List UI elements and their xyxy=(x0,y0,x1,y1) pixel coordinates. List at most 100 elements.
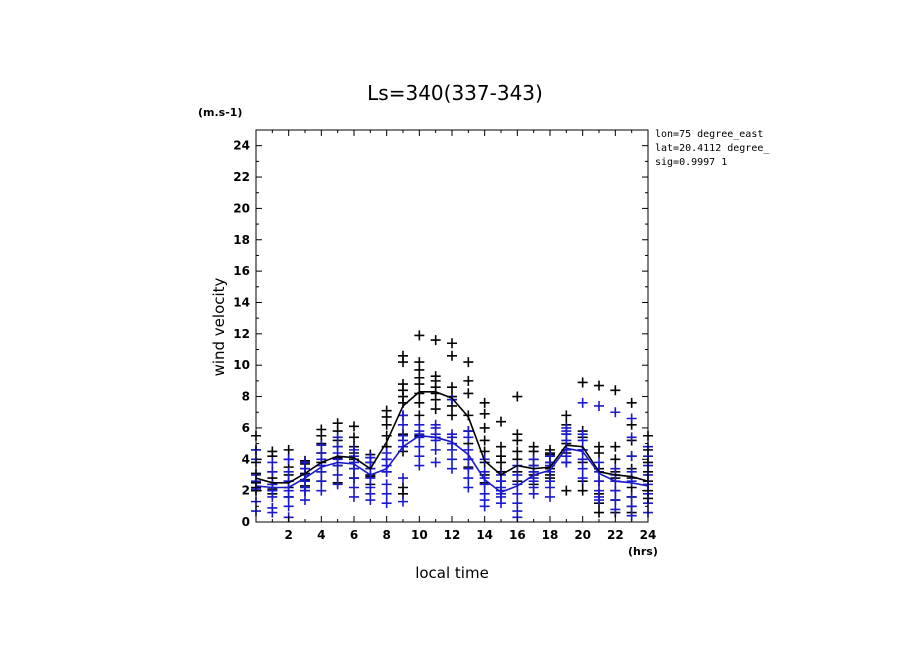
series-1-point xyxy=(577,454,588,465)
series-1-point xyxy=(381,448,392,459)
series-0-point xyxy=(398,379,408,390)
series-0-point xyxy=(594,441,604,452)
series-1-point xyxy=(414,451,425,462)
series-0-point xyxy=(447,382,457,393)
series-1-point xyxy=(594,476,604,487)
series-0-point xyxy=(398,350,408,361)
x-tick-label: 22 xyxy=(607,528,624,542)
series-0-point xyxy=(594,507,604,518)
series-0-point xyxy=(626,397,637,408)
info-lat: lat=20.4112 degree_ xyxy=(655,143,770,154)
series-1-point xyxy=(283,466,294,477)
y-tick-label: 14 xyxy=(233,295,250,309)
series-0-point xyxy=(398,482,408,493)
series-1-point xyxy=(430,419,441,430)
y-tick-label: 12 xyxy=(233,327,250,341)
y-tick-label: 16 xyxy=(233,264,250,278)
series-0-point xyxy=(267,446,278,457)
mean-lines xyxy=(255,391,649,494)
series-1-point xyxy=(381,498,392,509)
series-1-point xyxy=(626,432,637,443)
series-1-point xyxy=(626,476,637,487)
series-0-point xyxy=(414,410,425,421)
series-0-point xyxy=(414,397,425,408)
series-1-point xyxy=(577,463,588,474)
series-0-point xyxy=(447,410,457,421)
series-0-point xyxy=(496,451,506,462)
series-0-point xyxy=(610,441,621,452)
series-1-point xyxy=(610,504,621,515)
series-1-point xyxy=(463,426,474,437)
series-0-point xyxy=(512,446,523,457)
series-1-point xyxy=(283,454,294,465)
series-0-point xyxy=(332,418,343,429)
series-1-point xyxy=(577,473,588,484)
series-1-point xyxy=(332,441,343,452)
series-1-point xyxy=(316,440,327,451)
series-1-point xyxy=(479,466,490,477)
info-sig: sig=0.9997 1 xyxy=(655,157,728,168)
chart-title: Ls=340(337-343) xyxy=(367,81,543,105)
x-tick-label: 24 xyxy=(640,528,657,542)
x-tick-label: 4 xyxy=(317,528,325,542)
series-0-point xyxy=(283,444,294,455)
series-1-point xyxy=(577,429,588,440)
series-1-point xyxy=(577,397,588,408)
y-tick-label: 18 xyxy=(233,233,250,247)
series-1-point xyxy=(398,496,408,507)
series-1-point xyxy=(430,457,441,468)
series-1-point xyxy=(512,488,523,499)
x-tick-label: 20 xyxy=(574,528,591,542)
info-lon: lon=75 degree_east xyxy=(655,129,764,140)
series-1-point xyxy=(447,429,457,440)
series-0-point xyxy=(512,391,523,402)
series-1-point xyxy=(316,476,327,487)
series-0-point xyxy=(610,454,621,465)
series-0-point xyxy=(479,397,490,408)
x-tick-label: 14 xyxy=(476,528,493,542)
x-axis-unit: (hrs) xyxy=(628,545,658,558)
series-1-point xyxy=(545,476,555,487)
series-1-point xyxy=(626,491,637,502)
series-1-point xyxy=(626,451,637,462)
series-1-point xyxy=(594,457,604,468)
x-axis-label: local time xyxy=(415,564,489,582)
series-1-point xyxy=(447,463,457,474)
series-1-point xyxy=(381,479,392,490)
x-tick-label: 12 xyxy=(444,528,461,542)
series-1-point xyxy=(300,482,310,493)
series-1-point xyxy=(512,498,523,509)
series-1-point xyxy=(414,441,425,452)
series-0-point xyxy=(528,441,539,452)
series-1-point xyxy=(430,444,441,455)
series-0-point xyxy=(414,330,425,341)
series-0-point xyxy=(447,338,457,349)
y-tick-label: 4 xyxy=(242,452,250,466)
y-tick-label: 0 xyxy=(242,515,250,529)
series-1-point xyxy=(349,473,359,484)
series-1-point xyxy=(545,491,555,502)
series-1-point xyxy=(332,432,343,443)
series-1-point xyxy=(398,430,408,441)
series-0-point xyxy=(496,441,506,452)
series-1-point xyxy=(561,422,572,433)
series-1-point xyxy=(610,495,621,506)
series-1-point xyxy=(545,451,555,462)
x-tick-label: 16 xyxy=(509,528,526,542)
series-1-point xyxy=(283,501,294,512)
series-0-point xyxy=(430,371,441,382)
y-axis-unit: (m.s-1) xyxy=(198,106,242,119)
series-1-point xyxy=(626,413,637,424)
x-tick-label: 18 xyxy=(542,528,559,542)
series-1-point xyxy=(300,457,310,468)
series-0-point xyxy=(577,485,588,496)
series-0-point xyxy=(414,388,425,399)
series-0-point xyxy=(594,380,604,391)
series-0-mean-line xyxy=(255,391,649,484)
series-0-point xyxy=(381,405,392,416)
y-tick-label: 10 xyxy=(233,358,250,372)
series-1-point xyxy=(267,466,278,477)
series-1-point xyxy=(463,473,474,484)
